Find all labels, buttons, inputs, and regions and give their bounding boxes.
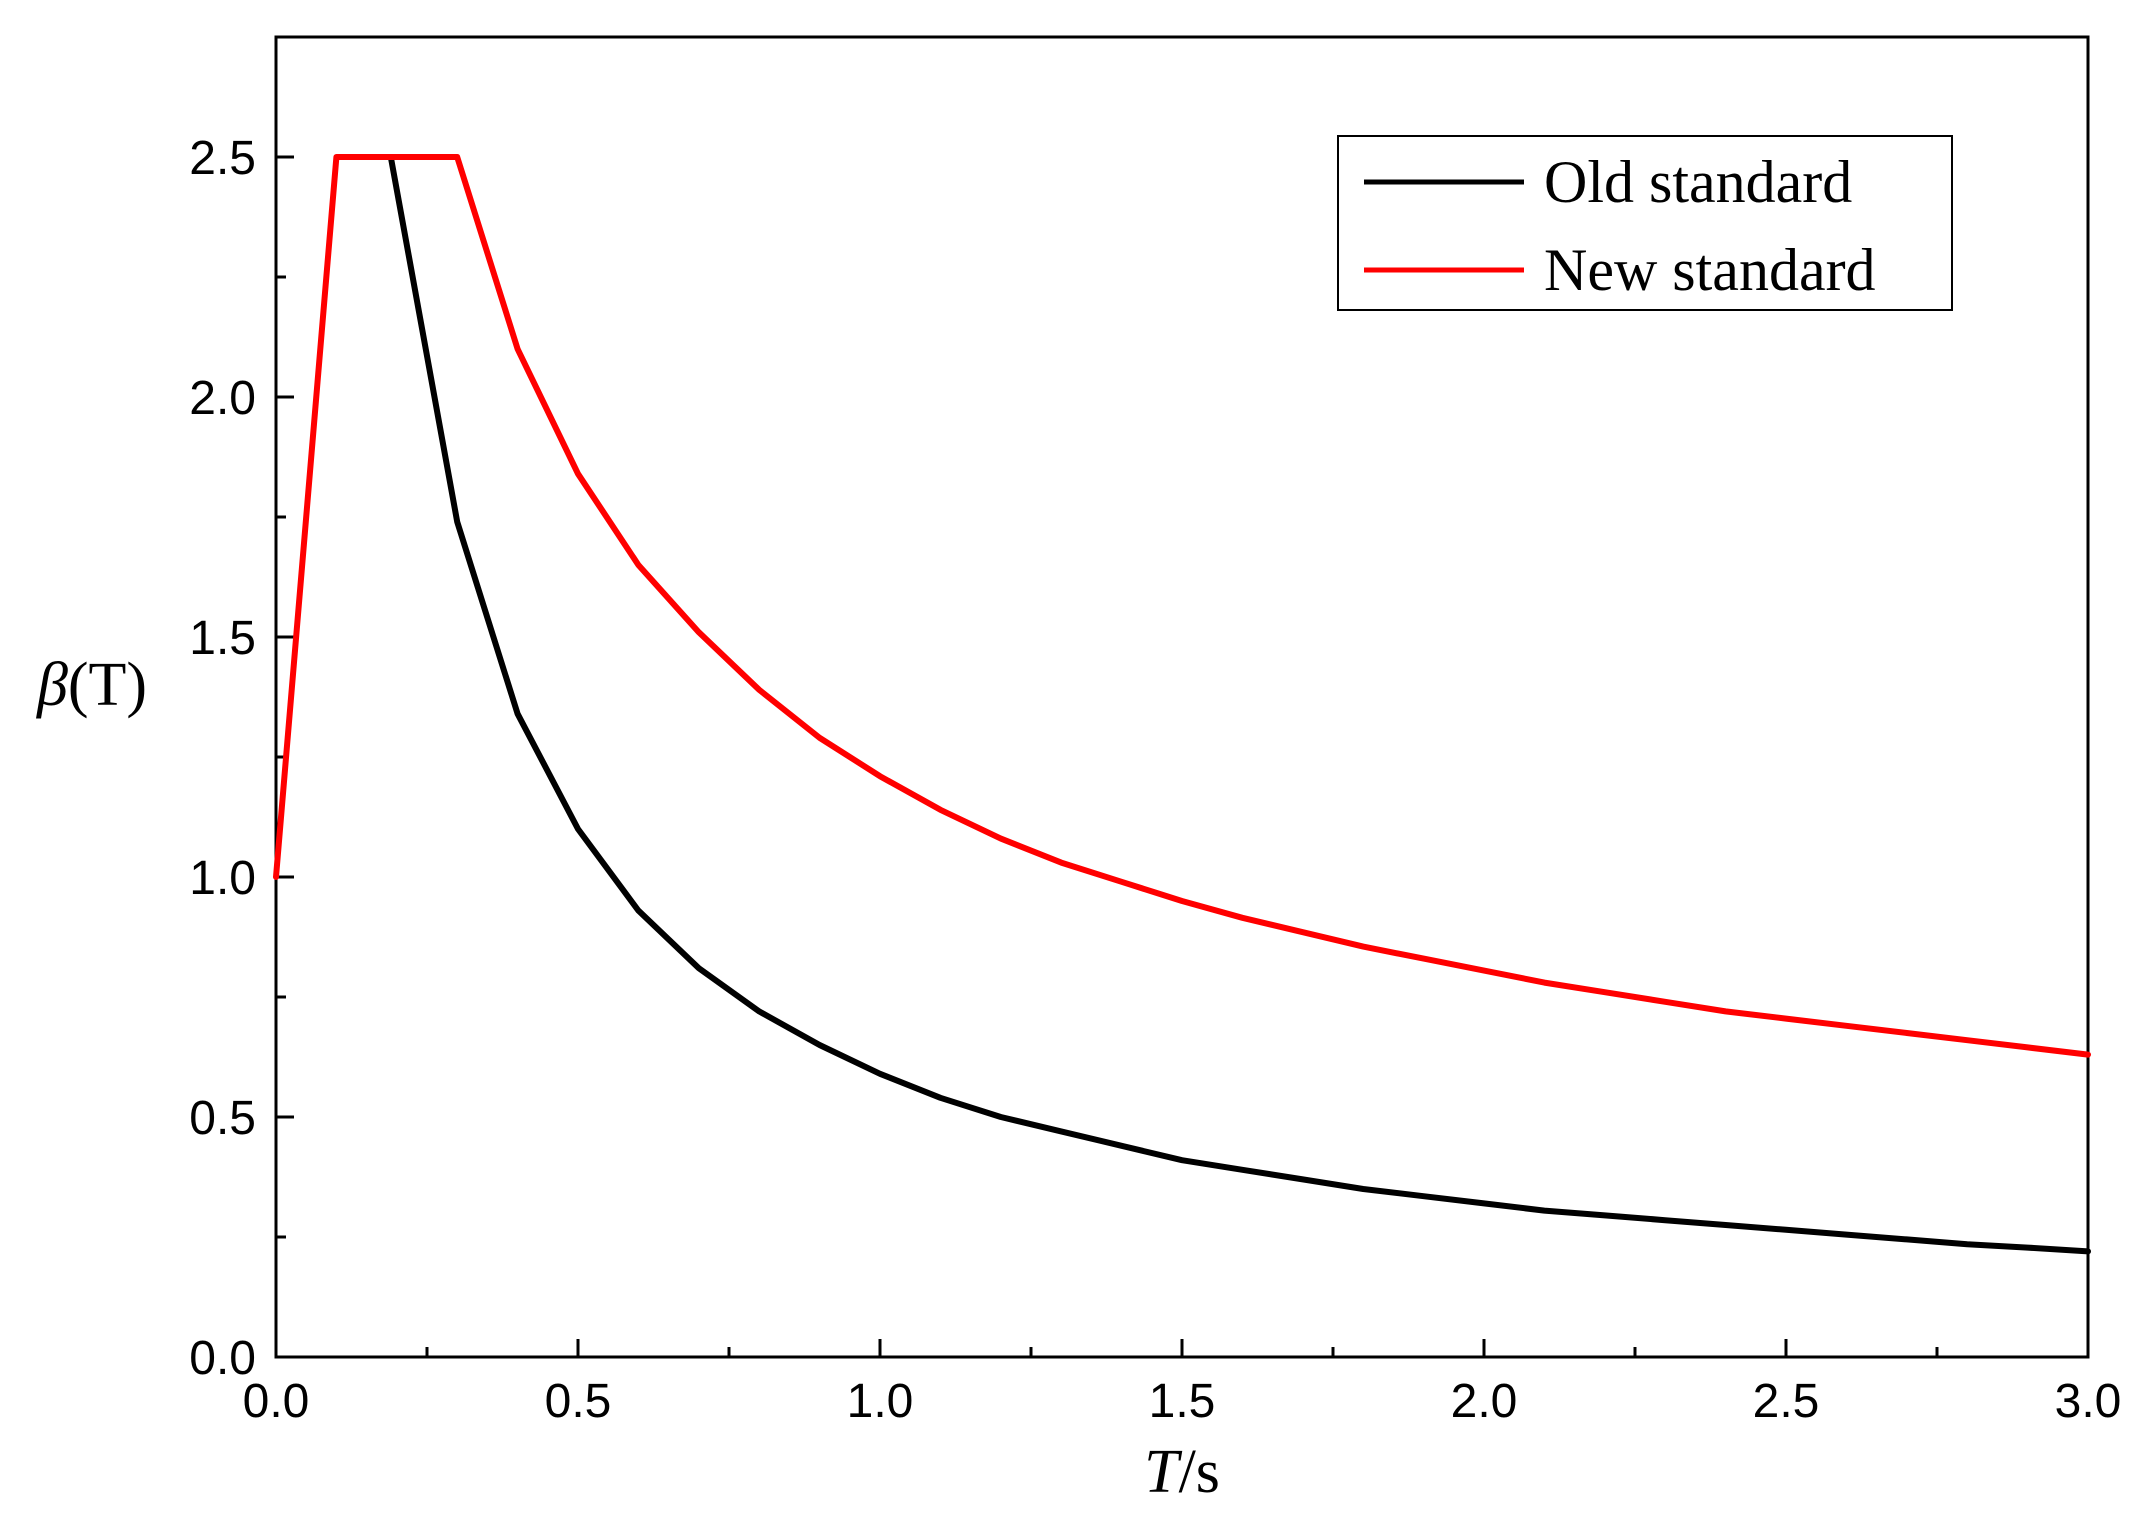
legend-box xyxy=(1337,135,1953,311)
x-tick-label: 1.5 xyxy=(1149,1375,1216,1428)
x-axis-title-italic: T xyxy=(1144,1438,1183,1506)
y-tick-label: 0.0 xyxy=(189,1332,256,1385)
x-tick-label: 3.0 xyxy=(2055,1375,2122,1428)
y-tick-label: 2.5 xyxy=(189,132,256,185)
y-axis-title: β(T) xyxy=(36,651,147,719)
y-tick-label: 1.5 xyxy=(189,612,256,665)
series-layer xyxy=(273,154,2091,1255)
y-axis-title-arg: (T) xyxy=(68,651,147,719)
x-tick-label: 2.5 xyxy=(1753,1375,1820,1428)
series-line-old-standard xyxy=(387,154,2091,1255)
y-axis-title-symbol: β xyxy=(36,651,68,719)
x-axis: 0.0 0.5 1.0 1.5 2.0 2.5 3.0 xyxy=(243,1339,2122,1428)
x-axis-title: T/s xyxy=(1144,1438,1220,1506)
y-axis: 0.0 0.5 1.0 1.5 2.0 2.5 xyxy=(189,132,294,1385)
y-tick-label: 0.5 xyxy=(189,1092,256,1145)
y-tick-label: 2.0 xyxy=(189,372,256,425)
x-tick-label: 0.0 xyxy=(243,1375,310,1428)
legend-label-new-standard: New standard xyxy=(1544,237,1876,303)
series-line-new-standard xyxy=(273,154,2091,1058)
legend: Old standard New standard xyxy=(1337,135,1953,311)
x-tick-label: 0.5 xyxy=(545,1375,612,1428)
x-tick-label: 1.0 xyxy=(847,1375,914,1428)
y-tick-label: 1.0 xyxy=(189,852,256,905)
x-tick-label: 2.0 xyxy=(1451,1375,1518,1428)
x-axis-title-unit: /s xyxy=(1179,1438,1220,1506)
legend-label-old-standard: Old standard xyxy=(1544,149,1852,215)
